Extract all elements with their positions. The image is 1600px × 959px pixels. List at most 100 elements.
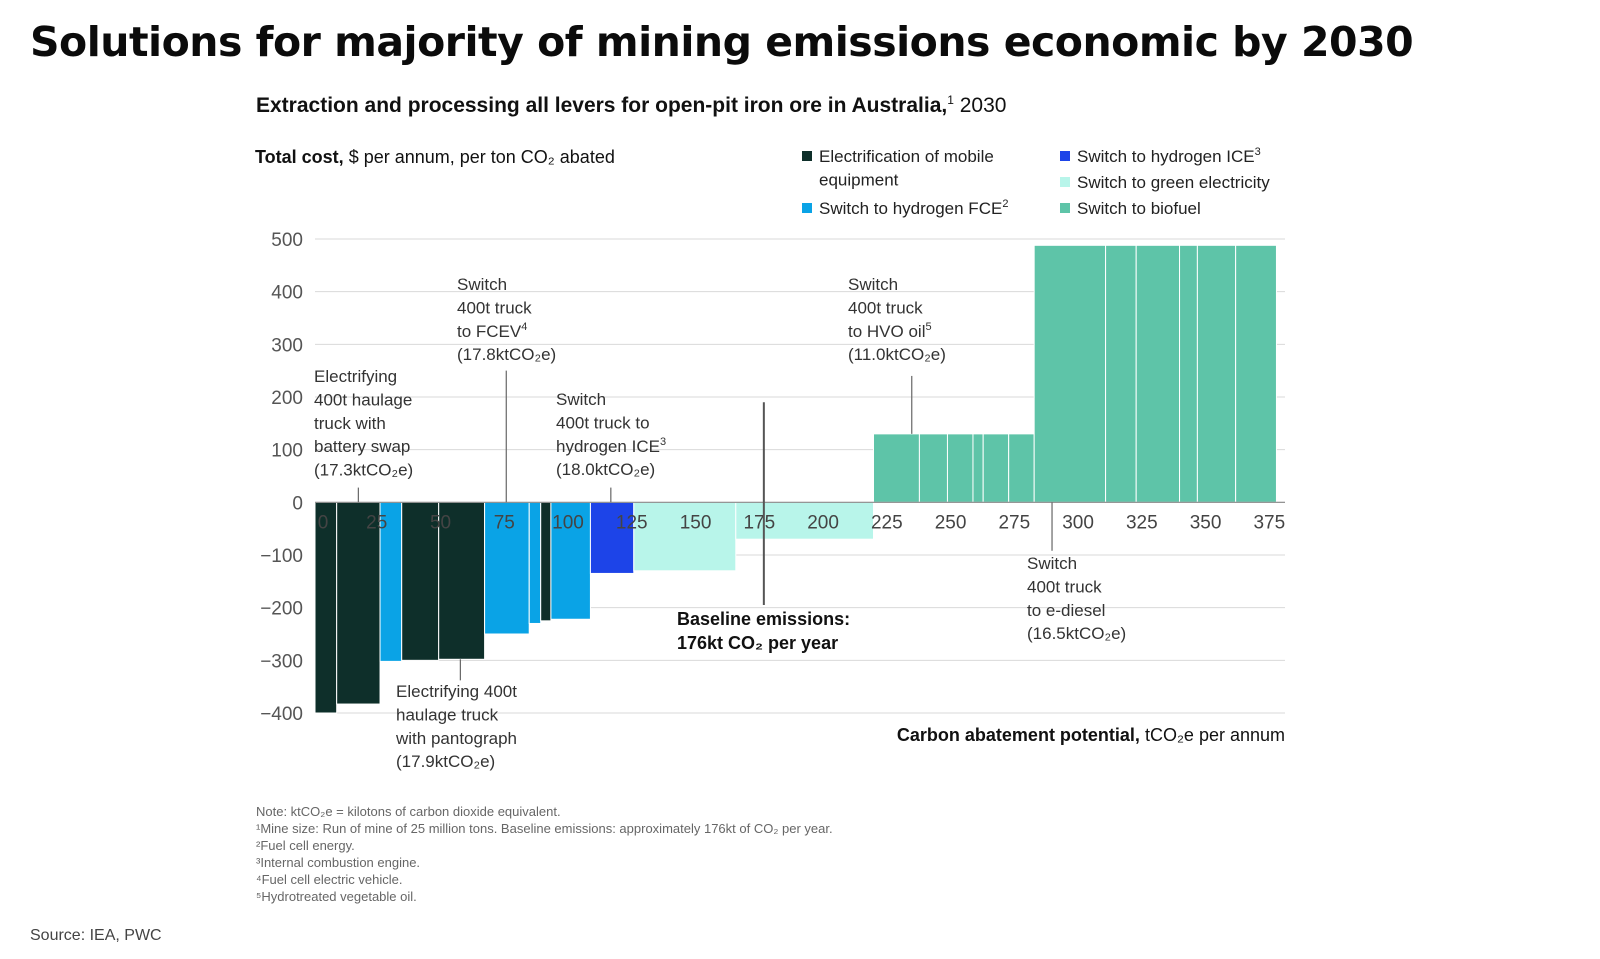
y-tick-label: 0 bbox=[292, 493, 303, 514]
x-tick-label: 350 bbox=[1190, 512, 1222, 533]
legend-swatch-electrification bbox=[802, 151, 812, 161]
legend-swatch-fce bbox=[802, 203, 812, 213]
x-tick-label: 225 bbox=[871, 512, 903, 533]
bar-electrification bbox=[540, 501, 552, 622]
legend-swatch-ice bbox=[1060, 151, 1070, 161]
annotation-fcev-sup: 4 bbox=[521, 321, 527, 333]
annotation-fcev: to FCEV4 bbox=[457, 321, 527, 341]
annotation-pantograph: Electrifying 400t bbox=[396, 682, 517, 701]
legend-label-electrification: Electrification of mobile bbox=[819, 147, 994, 166]
annotation-pantograph-text: (17.9ktCO₂e) bbox=[396, 752, 495, 771]
annotation-hvo-text: to HVO oil bbox=[848, 322, 925, 341]
annotation-e-diesel: (16.5ktCO₂e) bbox=[1027, 624, 1126, 643]
annotation-pantograph: haulage truck bbox=[396, 705, 499, 724]
x-tick-label: 300 bbox=[1062, 512, 1094, 533]
annotation-hvo: Switch bbox=[848, 275, 898, 294]
x-tick-label: 250 bbox=[935, 512, 967, 533]
legend-swatch-biofuel bbox=[1060, 203, 1070, 213]
annotation-hydrogen-ice-text: Switch bbox=[556, 390, 606, 409]
annotation-battery-swap: truck with bbox=[314, 414, 386, 433]
bar-biofuel bbox=[1105, 244, 1137, 503]
legend-label-ice-text: Switch to hydrogen ICE bbox=[1077, 147, 1255, 166]
subtitle-footnote: 1 bbox=[947, 93, 954, 107]
x-axis-label: Carbon abatement potential, tCO₂e per an… bbox=[897, 725, 1285, 745]
chart-subtitle: Extraction and processing all levers for… bbox=[256, 94, 1006, 118]
annotation-hvo-text: Switch bbox=[848, 275, 898, 294]
source-note: Source: IEA, PWC bbox=[30, 927, 162, 944]
annotation-battery-swap: 400t haulage bbox=[314, 390, 412, 409]
annotation-hydrogen-ice-sup: 3 bbox=[660, 436, 666, 448]
bar-biofuel bbox=[1008, 433, 1035, 503]
x-tick-label: 75 bbox=[494, 512, 515, 533]
legend-swatch-green_electricity bbox=[1060, 177, 1070, 187]
annotation-battery-swap-text: battery swap bbox=[314, 437, 410, 456]
annotation-pantograph-text: Electrifying 400t bbox=[396, 682, 517, 701]
annotation-fcev-text: (17.8ktCO₂e) bbox=[457, 345, 556, 364]
annotation-e-diesel: to e-diesel bbox=[1027, 601, 1105, 620]
annotation-battery-swap: Electrifying bbox=[314, 367, 397, 386]
legend-label-ice-sup: 3 bbox=[1255, 146, 1261, 158]
annotation-battery-swap: battery swap bbox=[314, 437, 410, 456]
annotation-battery-swap-text: (17.3ktCO₂e) bbox=[314, 461, 413, 480]
legend-label-fce-text: Switch to hydrogen FCE bbox=[819, 199, 1002, 218]
annotation-hydrogen-ice-text: hydrogen ICE bbox=[556, 437, 660, 456]
x-axis-label-rest: tCO₂e per annum bbox=[1145, 725, 1285, 745]
bar-electrification bbox=[314, 501, 338, 714]
bar-biofuel bbox=[982, 433, 1010, 503]
y-tick-label: −200 bbox=[260, 599, 303, 620]
annotation-battery-swap-text: Electrifying bbox=[314, 367, 397, 386]
annotation-fcev: Switch bbox=[457, 275, 507, 294]
subtitle-main: Extraction and processing all levers for… bbox=[256, 94, 948, 117]
annotation-battery-swap: (17.3ktCO₂e) bbox=[314, 461, 413, 480]
annotation-battery-swap-text: 400t haulage bbox=[314, 390, 412, 409]
annotation-pantograph-text: haulage truck bbox=[396, 705, 499, 724]
y-tick-label: 300 bbox=[271, 335, 303, 356]
annotation-hvo: (11.0ktCO₂e) bbox=[848, 345, 946, 364]
bar-fce bbox=[528, 501, 542, 624]
legend-label-electrification: equipment bbox=[819, 170, 899, 189]
bar-biofuel bbox=[1033, 244, 1107, 503]
y-tick-label: −400 bbox=[260, 704, 303, 725]
annotation-hvo: to HVO oil5 bbox=[848, 321, 932, 341]
baseline-label: Baseline emissions: bbox=[677, 609, 850, 629]
legend-label-electrification-text: equipment bbox=[819, 170, 899, 189]
annotation-battery-swap-text: truck with bbox=[314, 414, 386, 433]
page-title: Solutions for majority of mining emissio… bbox=[30, 18, 1414, 66]
annotation-e-diesel-text: Switch bbox=[1027, 554, 1077, 573]
x-tick-label: 175 bbox=[743, 512, 775, 533]
footnote: ²Fuel cell energy. bbox=[256, 838, 355, 853]
annotation-hydrogen-ice: 400t truck to bbox=[556, 413, 650, 432]
annotation-e-diesel-text: (16.5ktCO₂e) bbox=[1027, 624, 1126, 643]
bar-biofuel bbox=[918, 433, 948, 503]
annotation-hydrogen-ice-text: (18.0ktCO₂e) bbox=[556, 460, 655, 479]
annotation-hvo: 400t truck bbox=[848, 298, 923, 317]
footnote: ⁵Hydrotreated vegetable oil. bbox=[256, 889, 417, 904]
bar-green_electricity bbox=[735, 501, 875, 540]
annotation-hvo-sup: 5 bbox=[925, 321, 931, 333]
annotation-hydrogen-ice: Switch bbox=[556, 390, 606, 409]
annotation-e-diesel-text: to e-diesel bbox=[1027, 601, 1105, 620]
y-tick-label: 400 bbox=[271, 283, 303, 304]
bar-biofuel bbox=[1196, 244, 1237, 503]
annotation-fcev-text: to FCEV bbox=[457, 322, 522, 341]
annotation-hydrogen-ice-text: 400t truck to bbox=[556, 413, 650, 432]
bar-biofuel bbox=[1235, 244, 1277, 503]
annotation-fcev: 400t truck bbox=[457, 298, 532, 317]
annotation-e-diesel-text: 400t truck bbox=[1027, 577, 1102, 596]
footnote: ¹Mine size: Run of mine of 25 million to… bbox=[256, 821, 833, 836]
x-axis-label-bold: Carbon abatement potential, bbox=[897, 725, 1145, 745]
x-tick-label: 125 bbox=[616, 512, 648, 533]
annotation-pantograph: with pantograph bbox=[395, 729, 517, 748]
x-tick-label: 50 bbox=[430, 512, 451, 533]
subtitle-year: 2030 bbox=[959, 94, 1007, 117]
y-tick-label: −300 bbox=[260, 651, 303, 672]
y-axis-label-bold: Total cost, bbox=[255, 147, 349, 167]
y-axis-label: Total cost, $ per annum, per ton CO₂ aba… bbox=[255, 147, 615, 167]
annotation-fcev-text: Switch bbox=[457, 275, 507, 294]
annotation-pantograph-text: with pantograph bbox=[395, 729, 517, 748]
y-axis-label-rest: $ per annum, per ton CO₂ abated bbox=[349, 147, 615, 167]
bar-biofuel bbox=[873, 433, 920, 503]
x-tick-label: 275 bbox=[998, 512, 1030, 533]
footnote: Note: ktCO₂e = kilotons of carbon dioxid… bbox=[256, 804, 561, 819]
